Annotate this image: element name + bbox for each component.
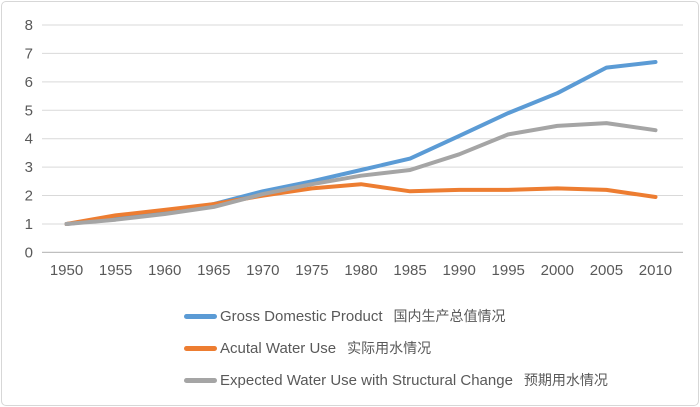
x-tick-label: 2010	[639, 262, 672, 279]
legend-line-marker-blue	[184, 313, 217, 319]
legend-label-chinese: 国内生产总值情况	[393, 308, 506, 324]
x-tick-label: 1995	[492, 262, 525, 279]
x-tick-label: 1975	[295, 262, 328, 279]
legend-line-marker-gray	[184, 377, 217, 383]
x-tick-label: 1960	[148, 262, 181, 279]
x-tick-label: 1955	[99, 262, 132, 279]
legend-item-gross-domestic-product: Gross Domestic Product 国内生产总值情况	[184, 305, 608, 327]
legend-label-english: Acutal Water Use	[220, 339, 337, 357]
y-tick-label: 4	[25, 131, 33, 148]
x-tick-label: 2000	[541, 262, 574, 279]
series-line-gross-domestic-product	[64, 60, 658, 226]
y-tick-label: 8	[25, 17, 33, 34]
legend-label-english: Gross Domestic Product	[220, 307, 383, 325]
y-tick-label: 0	[25, 244, 33, 261]
legend-label-chinese: 实际用水情况	[347, 340, 432, 356]
y-tick-label: 7	[25, 45, 33, 62]
legend-label-chinese: 预期用水情况	[523, 372, 608, 388]
y-tick-label: 5	[25, 102, 33, 119]
series-line-acutal-water-use	[64, 182, 658, 226]
legend-item-expected-water-use: Expected Water Use with Structural Chang…	[184, 369, 608, 391]
x-tick-label: 1950	[50, 262, 83, 279]
x-tick-label: 1980	[344, 262, 377, 279]
y-tick-label: 2	[25, 188, 33, 205]
chart-legend: Gross Domestic Product 国内生产总值情况 Acutal W…	[184, 305, 608, 401]
legend-line-marker-orange	[184, 345, 217, 351]
legend-item-actual-water-use: Acutal Water Use 实际用水情况	[184, 337, 608, 359]
x-tick-label: 1965	[197, 262, 230, 279]
x-tick-label: 1990	[442, 262, 475, 279]
y-tick-label: 6	[25, 74, 33, 91]
x-tick-label: 1970	[246, 262, 279, 279]
x-tick-label: 1985	[393, 262, 426, 279]
series-line-expected-water-use-with-structural-change	[64, 121, 658, 226]
y-tick-label: 1	[25, 216, 33, 233]
y-tick-label: 3	[25, 159, 33, 176]
legend-label-english: Expected Water Use with Structural Chang…	[220, 371, 513, 389]
x-tick-label: 2005	[590, 262, 623, 279]
